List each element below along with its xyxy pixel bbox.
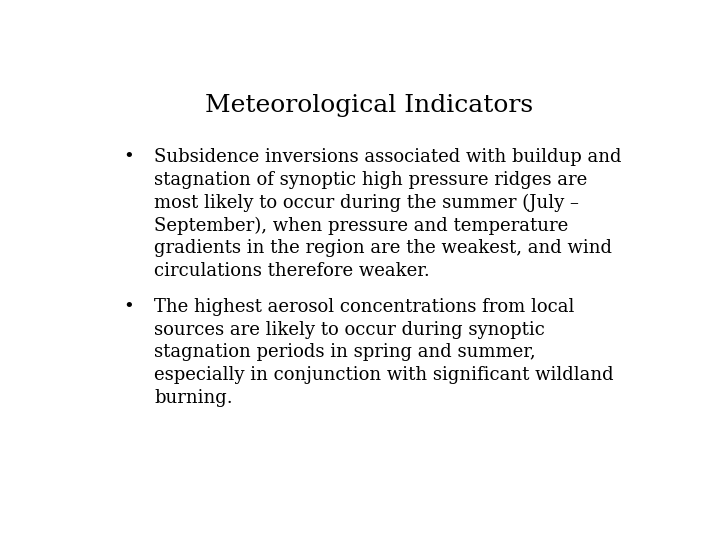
Text: most likely to occur during the summer (July –: most likely to occur during the summer (… [154,194,579,212]
Text: especially in conjunction with significant wildland: especially in conjunction with significa… [154,366,613,384]
Text: stagnation of synoptic high pressure ridges are: stagnation of synoptic high pressure rid… [154,171,588,189]
Text: circulations therefore weaker.: circulations therefore weaker. [154,262,430,280]
Text: •: • [124,148,134,166]
Text: The highest aerosol concentrations from local: The highest aerosol concentrations from … [154,298,575,316]
Text: Meteorological Indicators: Meteorological Indicators [205,94,533,117]
Text: burning.: burning. [154,389,233,407]
Text: September), when pressure and temperature: September), when pressure and temperatur… [154,217,568,235]
Text: sources are likely to occur during synoptic: sources are likely to occur during synop… [154,321,545,339]
Text: gradients in the region are the weakest, and wind: gradients in the region are the weakest,… [154,239,612,258]
Text: •: • [124,298,134,316]
Text: stagnation periods in spring and summer,: stagnation periods in spring and summer, [154,343,536,361]
Text: Subsidence inversions associated with buildup and: Subsidence inversions associated with bu… [154,148,621,166]
